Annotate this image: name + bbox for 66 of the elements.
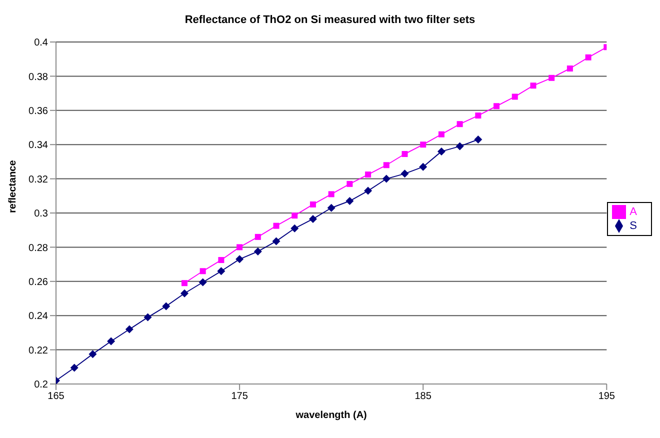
point bbox=[181, 280, 188, 286]
chart-title: Reflectance of ThO2 on Si measured with two filter sets bbox=[184, 14, 476, 26]
y-tick-label: 0.22 bbox=[28, 345, 48, 356]
point bbox=[419, 162, 428, 171]
point bbox=[402, 151, 408, 158]
point bbox=[346, 197, 354, 206]
y-tick-label: 0.36 bbox=[28, 106, 48, 117]
point bbox=[548, 74, 555, 81]
x-tick-label: 185 bbox=[414, 391, 432, 402]
point bbox=[273, 222, 280, 229]
y-tick-label: 0.2 bbox=[34, 380, 48, 391]
point bbox=[365, 172, 372, 178]
point bbox=[346, 180, 353, 187]
point bbox=[125, 325, 134, 334]
y-axis-title: reflectance bbox=[8, 160, 19, 213]
point bbox=[217, 267, 226, 276]
y-tick-label: 0.3 bbox=[34, 208, 48, 220]
point bbox=[162, 302, 170, 310]
point bbox=[475, 112, 482, 119]
point bbox=[382, 174, 390, 183]
point bbox=[200, 268, 206, 274]
point bbox=[272, 237, 280, 246]
point bbox=[144, 313, 152, 322]
point bbox=[218, 257, 224, 264]
point bbox=[308, 214, 317, 223]
legend-label: S bbox=[630, 220, 637, 232]
point bbox=[400, 170, 409, 178]
legend-label: A bbox=[630, 206, 637, 218]
point bbox=[585, 54, 592, 60]
x-axis-title: wavelength (A) bbox=[294, 410, 367, 421]
point bbox=[254, 234, 261, 240]
point bbox=[364, 186, 372, 195]
x-tick-label: 175 bbox=[231, 391, 248, 402]
point bbox=[236, 255, 244, 264]
y-tick-label: 0.38 bbox=[28, 72, 48, 83]
y-tick-label: 0.28 bbox=[28, 242, 48, 254]
point bbox=[456, 142, 464, 150]
point bbox=[474, 135, 482, 144]
point bbox=[327, 204, 336, 212]
point bbox=[438, 131, 444, 138]
point bbox=[530, 82, 536, 89]
y-tick-label: 0.34 bbox=[28, 140, 48, 152]
point bbox=[328, 191, 334, 198]
y-tick-label: 0.26 bbox=[28, 276, 48, 288]
y-tick-label: 0.32 bbox=[28, 174, 48, 186]
point bbox=[180, 289, 188, 298]
point bbox=[107, 337, 116, 346]
y-tick-label: 0.24 bbox=[28, 311, 48, 322]
point bbox=[383, 162, 390, 168]
point bbox=[254, 247, 262, 256]
point bbox=[494, 103, 500, 110]
point bbox=[236, 244, 243, 250]
point bbox=[456, 121, 463, 128]
point bbox=[292, 212, 298, 219]
point bbox=[512, 94, 518, 100]
point bbox=[198, 278, 207, 286]
x-tick-label: 165 bbox=[48, 391, 65, 402]
point bbox=[290, 224, 299, 232]
x-tick-label: 195 bbox=[598, 391, 616, 402]
point bbox=[70, 364, 78, 372]
point bbox=[310, 201, 316, 208]
y-tick-label: 0.4 bbox=[34, 38, 48, 49]
point bbox=[437, 147, 446, 156]
point bbox=[420, 142, 426, 148]
point bbox=[88, 350, 97, 358]
point bbox=[566, 66, 573, 72]
